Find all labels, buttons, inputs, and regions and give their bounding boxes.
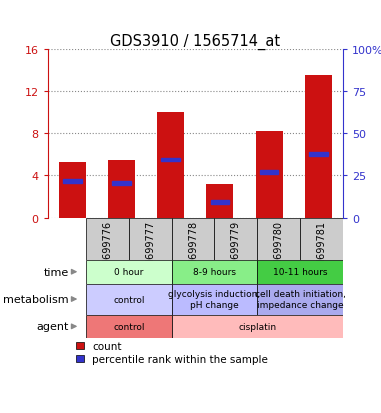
Bar <box>260 171 279 175</box>
Bar <box>108 160 135 218</box>
Text: GSM699779: GSM699779 <box>231 220 241 279</box>
Bar <box>112 181 131 185</box>
Text: 10-11 hours: 10-11 hours <box>273 268 327 277</box>
Bar <box>300 218 343 260</box>
Bar <box>157 113 184 218</box>
Text: GSM699780: GSM699780 <box>274 220 284 279</box>
Bar <box>207 185 234 218</box>
Bar <box>309 153 328 157</box>
Bar <box>215 218 257 260</box>
Text: control: control <box>113 295 144 304</box>
Bar <box>305 76 332 218</box>
Bar <box>86 284 172 315</box>
Bar <box>59 162 86 218</box>
Text: 0 hour: 0 hour <box>114 268 144 277</box>
Bar <box>63 179 82 183</box>
Text: agent: agent <box>36 322 69 332</box>
Text: 8-9 hours: 8-9 hours <box>193 268 236 277</box>
Bar <box>257 260 343 284</box>
Bar <box>86 218 129 260</box>
Text: cisplatin: cisplatin <box>238 322 276 331</box>
Bar <box>257 218 300 260</box>
Text: control: control <box>113 322 144 331</box>
Bar <box>172 315 343 338</box>
Text: GSM699776: GSM699776 <box>102 220 112 279</box>
Bar <box>161 158 180 162</box>
Text: metabolism: metabolism <box>3 294 69 304</box>
Text: glycolysis induction,
pH change: glycolysis induction, pH change <box>168 290 261 309</box>
Text: cell death initiation,
impedance change: cell death initiation, impedance change <box>255 290 346 309</box>
Bar <box>172 218 215 260</box>
Bar <box>129 218 171 260</box>
Bar <box>211 200 229 204</box>
Text: GSM699778: GSM699778 <box>188 220 198 279</box>
Legend: count, percentile rank within the sample: count, percentile rank within the sample <box>77 342 268 365</box>
Bar <box>172 260 257 284</box>
Bar <box>86 260 172 284</box>
Bar <box>256 132 283 218</box>
Text: GSM699781: GSM699781 <box>317 220 327 279</box>
Title: GDS3910 / 1565714_at: GDS3910 / 1565714_at <box>110 33 280 50</box>
Bar <box>172 284 257 315</box>
Text: time: time <box>43 267 69 277</box>
Bar <box>257 284 343 315</box>
Bar <box>86 315 172 338</box>
Text: GSM699777: GSM699777 <box>145 220 155 279</box>
